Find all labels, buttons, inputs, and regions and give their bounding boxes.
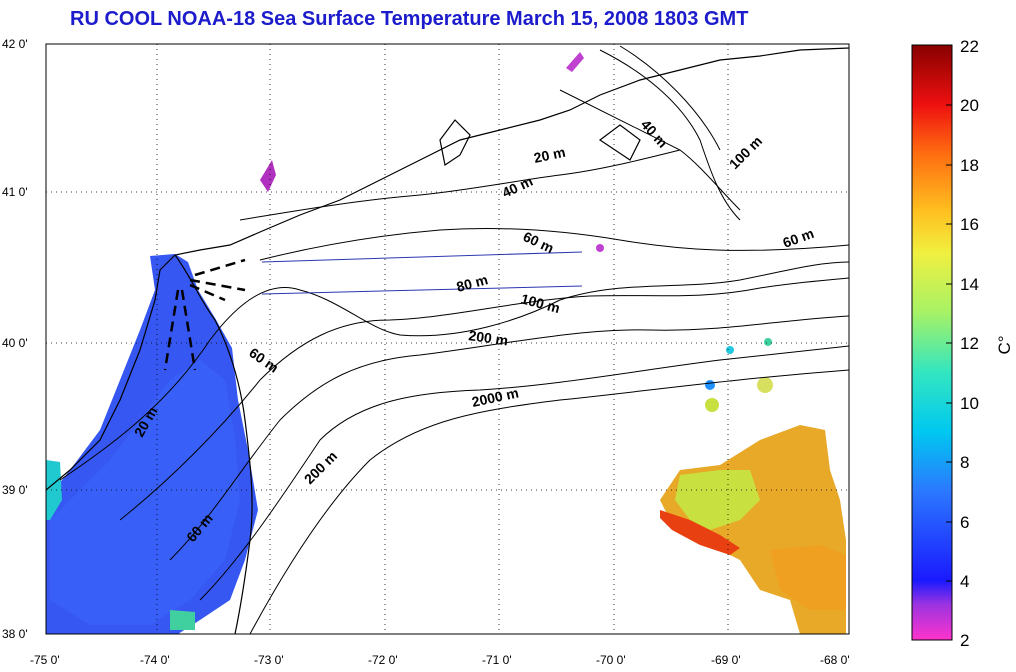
lat-tick: 40 0' <box>2 336 28 350</box>
colorbar-tick-label: 10 <box>960 394 979 413</box>
colorbar-tick-label: 20 <box>960 96 979 115</box>
colorbar <box>911 44 953 641</box>
purple-speck <box>260 160 276 192</box>
lon-tick: -68 0' <box>820 653 850 667</box>
cool-speck <box>764 338 772 346</box>
purple-speck <box>566 52 584 72</box>
cool-speck <box>705 380 715 390</box>
coastline <box>46 47 849 634</box>
coastal-teal-fringe <box>46 460 62 520</box>
red-edge-patch <box>660 510 740 555</box>
cool-speck <box>726 346 734 354</box>
lon-tick: -70 0' <box>596 653 626 667</box>
map-frame <box>45 43 850 635</box>
graticule <box>46 44 849 634</box>
warm-speck <box>705 398 719 412</box>
depth-label: 200 m <box>468 327 510 348</box>
shelf-lines <box>261 251 583 295</box>
lat-tick: 39 0' <box>2 483 28 497</box>
lon-tick: -73 0' <box>254 653 284 667</box>
colorbar-tick-label: 18 <box>960 156 979 175</box>
colorbar-tick-label: 12 <box>960 334 979 353</box>
lon-tick: -71 0' <box>482 653 512 667</box>
lon-tick-labels: -75 0' -74 0' -73 0' -72 0' -71 0' -70 0… <box>30 653 850 667</box>
dashed-transects <box>163 258 246 371</box>
colorbar-tick-label: 6 <box>960 513 969 532</box>
purple-speck <box>596 244 604 252</box>
colorbar-unit-label: C° <box>995 335 1014 354</box>
yellow-green-patch <box>675 470 760 530</box>
lat-tick: 42 0' <box>2 37 28 51</box>
coastal-green-fringe <box>170 610 195 630</box>
colorbar-tick-label: 14 <box>960 275 979 294</box>
lat-tick: 41 0' <box>2 185 28 199</box>
lat-tick-labels: 42 0' 41 0' 40 0' 39 0' 38 0' <box>2 37 28 641</box>
lon-tick: -74 0' <box>140 653 170 667</box>
lat-tick: 38 0' <box>2 627 28 641</box>
colorbar-tick-label: 22 <box>960 37 979 56</box>
colorbar-ticks: 22 20 18 16 14 12 10 8 6 4 2 <box>946 37 979 650</box>
map-title: RU COOL NOAA-18 Sea Surface Temperature … <box>70 8 749 30</box>
colorbar-tick-label: 4 <box>960 572 969 591</box>
warm-speck <box>757 377 773 393</box>
colorbar-tick-label: 2 <box>960 631 969 650</box>
orange-patch-east <box>770 545 846 610</box>
colorbar-tick-label: 8 <box>960 453 969 472</box>
lon-tick: -69 0' <box>711 653 741 667</box>
cold-water-inner <box>50 360 240 625</box>
colorbar-tick-label: 16 <box>960 215 979 234</box>
lon-tick: -72 0' <box>368 653 398 667</box>
depth-label: 20 m <box>532 144 567 166</box>
lon-tick: -75 0' <box>30 653 60 667</box>
depth-label: 80 m <box>455 271 490 295</box>
